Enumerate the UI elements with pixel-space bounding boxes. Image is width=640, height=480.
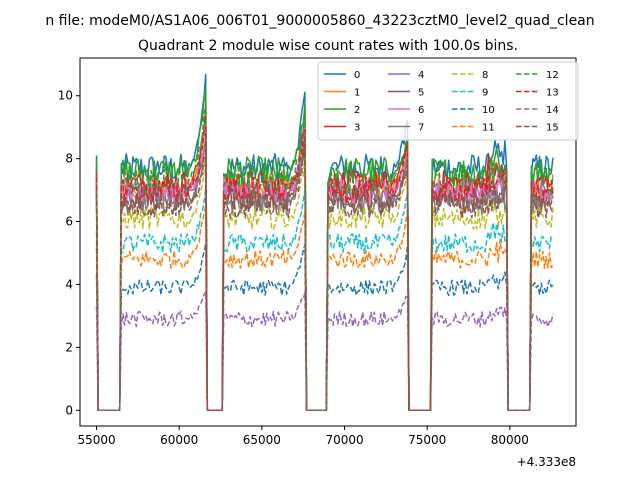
legend-label-15: 15 (546, 123, 559, 134)
y-tick-label: 2 (65, 340, 73, 354)
legend-label-4: 4 (418, 70, 424, 81)
y-tick-label: 6 (65, 215, 73, 229)
series-layer (95, 73, 554, 412)
legend-label-9: 9 (482, 88, 488, 99)
legend-label-0: 0 (354, 70, 360, 81)
legend-box (317, 61, 579, 141)
legend-label-3: 3 (354, 123, 360, 134)
legend-label-7: 7 (418, 123, 424, 134)
chart-title: Quadrant 2 module wise count rates with … (138, 38, 518, 54)
figure-suptitle: n file: modeM0/AS1A06_006T01_9000005860_… (45, 13, 594, 29)
legend-label-14: 14 (546, 105, 559, 116)
x-tick-label: 75000 (408, 433, 446, 447)
legend-label-13: 13 (546, 88, 559, 99)
axes-frame (79, 57, 577, 427)
legend-label-12: 12 (546, 70, 559, 81)
y-tick-label: 10 (58, 89, 73, 103)
x-tick-label: 80000 (491, 433, 529, 447)
legend-label-1: 1 (354, 88, 360, 99)
x-tick-label: 70000 (325, 433, 363, 447)
x-axis-offset-label: +4.333e8 (517, 455, 576, 469)
y-tick-label: 4 (65, 277, 73, 291)
x-tick-label: 65000 (243, 433, 281, 447)
legend-label-8: 8 (482, 70, 488, 81)
legend-label-2: 2 (354, 105, 360, 116)
y-tick-label: 0 (65, 403, 73, 417)
legend-label-6: 6 (418, 105, 424, 116)
legend-label-5: 5 (418, 88, 424, 99)
legend-label-11: 11 (482, 123, 495, 134)
legend-label-10: 10 (482, 105, 495, 116)
y-axis: 0 2 4 6 8 10 (58, 89, 80, 417)
x-tick-label: 60000 (160, 433, 198, 447)
series-line-15 (95, 146, 554, 412)
y-tick-label: 8 (65, 152, 73, 166)
series-line-14 (95, 291, 554, 412)
x-tick-label: 55000 (77, 433, 115, 447)
x-axis: 55000 60000 65000 70000 75000 80000 (77, 426, 529, 447)
